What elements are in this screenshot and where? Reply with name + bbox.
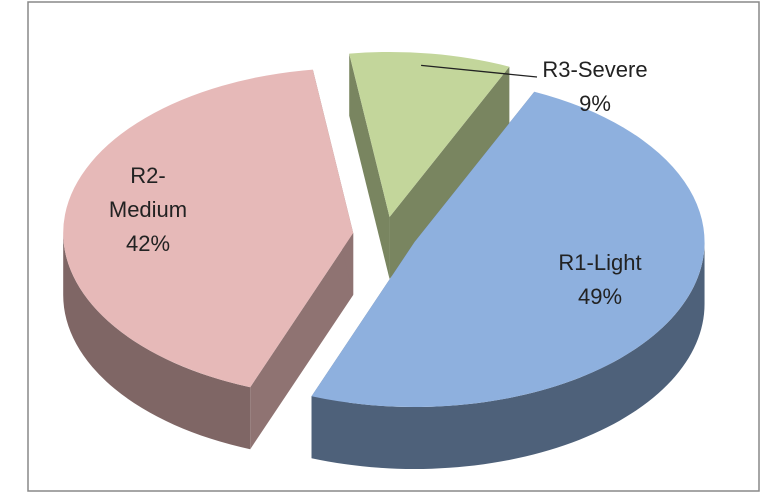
slice-cut-face — [349, 53, 390, 279]
slice-side — [63, 232, 251, 450]
slice-label: R2-Medium 42% — [103, 159, 193, 261]
value-label: 49% — [577, 284, 623, 309]
pie-slice — [63, 69, 354, 388]
slice-side — [311, 241, 705, 469]
category-label: R3-Severe — [542, 57, 648, 82]
slice-label: R1-Light 49% — [520, 246, 680, 314]
leader-line — [421, 64, 538, 78]
category-label: R2-Medium — [108, 163, 188, 222]
slice-cut-face — [250, 232, 354, 450]
value-label: 9% — [579, 91, 611, 116]
pie-slice — [349, 51, 510, 217]
slice-label: R3-Severe 9% — [505, 53, 685, 121]
category-label: R1-Light — [558, 250, 642, 275]
slice-cut-face — [389, 66, 510, 279]
value-label: 42% — [125, 231, 171, 256]
pie-slice — [311, 91, 705, 407]
